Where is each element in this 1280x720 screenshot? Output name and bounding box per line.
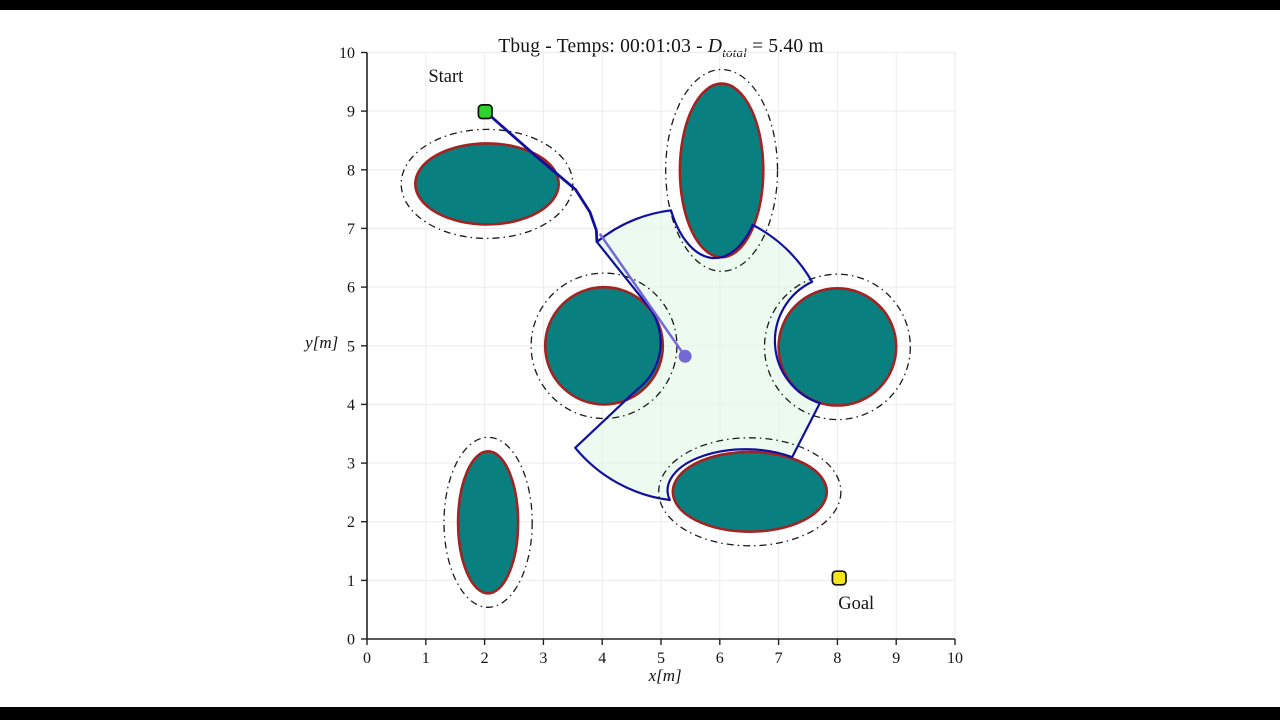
obstacle-margin-contour	[443, 436, 533, 608]
visibility-region-outline	[574, 209, 821, 502]
x-tick-label: 4	[598, 650, 606, 667]
goal-label: Goal	[838, 594, 874, 614]
heading-line	[598, 232, 687, 358]
title-value: = 5.40 m	[747, 36, 824, 57]
obstacle-ellipse	[543, 285, 665, 406]
start-marker	[477, 104, 493, 120]
x-tick-label: 7	[775, 650, 783, 667]
x-tick-label: 5	[657, 650, 665, 667]
y-tick-label: 7	[347, 221, 355, 238]
y-tick-label: 8	[347, 162, 355, 179]
x-tick-label: 10	[947, 650, 963, 667]
y-tick-label: 2	[347, 514, 355, 531]
x-tick-label: 1	[422, 650, 430, 667]
x-tick-label: 8	[833, 650, 841, 667]
goal-marker	[831, 570, 847, 586]
start-label: Start	[428, 67, 464, 87]
title-text: Tbug - Temps: 00:01:03 -	[498, 36, 708, 57]
y-tick-label: 6	[347, 280, 355, 297]
y-tick-label: 3	[347, 456, 355, 473]
x-tick-label: 3	[539, 650, 547, 667]
y-tick-label: 1	[347, 573, 355, 590]
obstacle-margin-contour	[763, 273, 911, 421]
robot-marker	[678, 349, 692, 363]
y-tick-label: 4	[347, 397, 355, 414]
obstacle-margin-contour	[658, 437, 842, 547]
y-tick-label: 9	[347, 104, 355, 121]
y-axis-label: y[m]	[303, 333, 338, 352]
obstacle-ellipse	[413, 142, 560, 226]
obstacle-ellipse	[456, 449, 520, 595]
x-tick-label: 2	[481, 650, 489, 667]
y-tick-label: 10	[339, 45, 355, 62]
obstacle-margin-contour	[665, 68, 779, 272]
x-tick-label: 9	[892, 650, 900, 667]
robot-path	[485, 111, 599, 243]
obstacle-ellipse	[777, 286, 898, 407]
x-tick-label: 6	[716, 650, 724, 667]
x-tick-label: 0	[363, 650, 371, 667]
obstacle-margin-contour	[400, 128, 574, 240]
x-axis-label: x[m]	[648, 666, 682, 685]
y-tick-label: 0	[347, 632, 355, 649]
plot-title: Tbug - Temps: 00:01:03 - Dtotal = 5.40 m	[367, 36, 955, 61]
obstacle-ellipse	[671, 450, 829, 533]
title-d-symbol: D	[707, 36, 723, 57]
visibility-region	[575, 210, 820, 501]
y-tick-label: 5	[347, 338, 355, 355]
